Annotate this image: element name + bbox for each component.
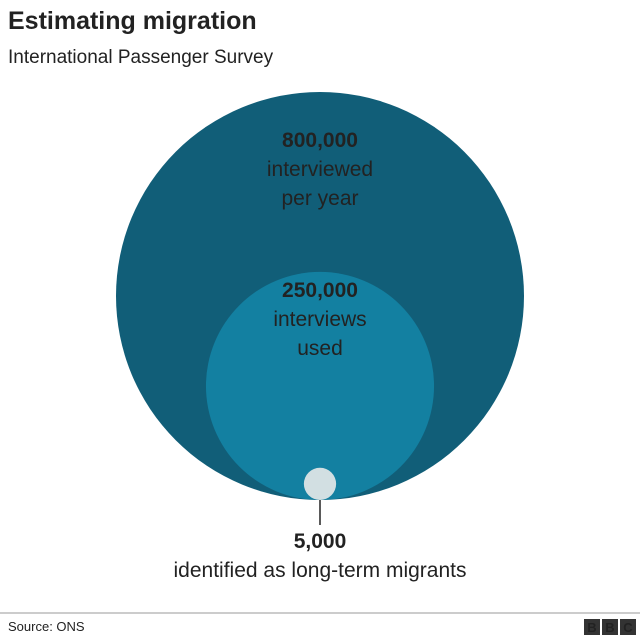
chart-subtitle: International Passenger Survey: [8, 47, 274, 68]
circle: [205, 271, 435, 500]
circle-label: identified as long-term migrants: [174, 559, 467, 582]
chart-title: Estimating migration: [8, 7, 257, 35]
circle: [303, 467, 337, 500]
logo-block: [620, 619, 636, 635]
logo-letter: B: [605, 620, 614, 635]
logo-block: [584, 619, 600, 635]
logo-letter: B: [587, 620, 596, 635]
source: Source: ONS: [8, 619, 85, 634]
circle-label: interviewed: [267, 158, 373, 181]
value-label: 5,000: [294, 530, 347, 553]
circle-label: per year: [281, 187, 358, 210]
circle-label: interviews: [273, 308, 366, 331]
circle-label: used: [297, 337, 343, 360]
logo-letter: C: [623, 620, 633, 635]
logo-block: [602, 619, 618, 635]
value-label: 800,000: [282, 129, 358, 152]
value-label: 250,000: [282, 279, 358, 302]
